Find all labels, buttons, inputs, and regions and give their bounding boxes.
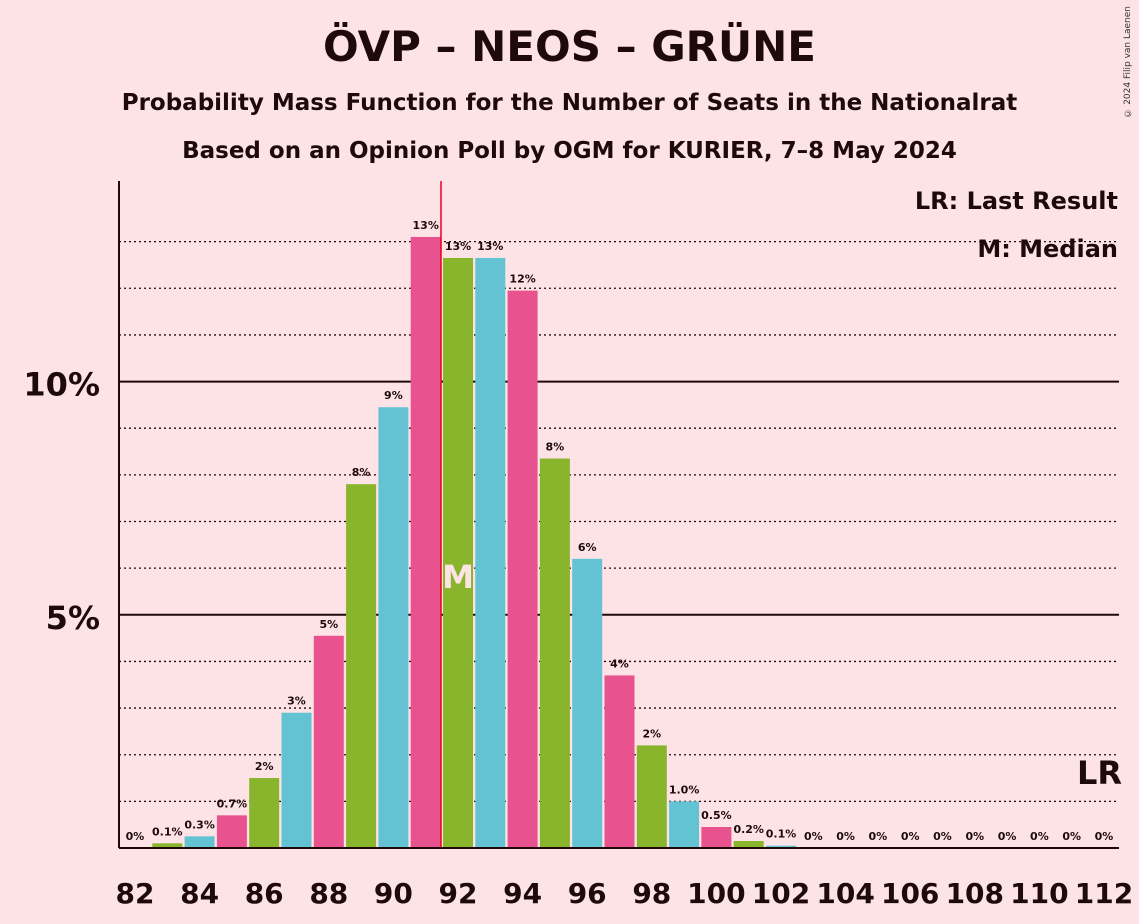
data-label-101: 0.2%: [733, 823, 764, 836]
x-tick-90: 90: [374, 877, 413, 910]
data-label-94: 12%: [509, 273, 535, 286]
data-label-99: 1.0%: [669, 783, 700, 796]
bar-100: [701, 827, 732, 848]
bar-92: [443, 257, 473, 848]
x-tick-88: 88: [309, 877, 348, 910]
data-label-97: 4%: [610, 657, 629, 670]
data-label-86: 2%: [255, 760, 274, 773]
last-result-label: LR: [1077, 754, 1122, 792]
x-tick-106: 106: [881, 877, 939, 910]
data-label-92: 13%: [445, 240, 471, 253]
bar-96: [572, 558, 603, 848]
data-label-103: 0%: [804, 830, 823, 843]
bars: [152, 236, 796, 848]
x-tick-98: 98: [632, 877, 671, 910]
bar-94: [507, 290, 538, 848]
data-label-100: 0.5%: [701, 809, 732, 822]
bar-85: [216, 815, 247, 848]
bar-101: [733, 841, 764, 848]
x-tick-94: 94: [503, 877, 542, 910]
data-label-107: 0%: [933, 830, 952, 843]
data-label-89: 8%: [352, 466, 371, 479]
bar-95: [539, 458, 570, 848]
x-tick-82: 82: [116, 877, 155, 910]
x-tick-100: 100: [687, 877, 745, 910]
data-label-91: 13%: [413, 219, 439, 232]
bar-86: [249, 778, 280, 848]
data-label-95: 8%: [546, 441, 565, 454]
bar-84: [184, 836, 215, 848]
chart-title: ÖVP – NEOS – GRÜNE: [323, 22, 816, 71]
y-tick-10: 10%: [23, 366, 100, 404]
x-tick-86: 86: [245, 877, 284, 910]
chart-subtitle-source: Based on an Opinion Poll by OGM for KURI…: [182, 138, 957, 164]
x-tick-108: 108: [946, 877, 1004, 910]
bar-88: [313, 635, 344, 848]
data-label-110: 0%: [1030, 830, 1049, 843]
data-label-82: 0%: [126, 830, 145, 843]
x-tick-84: 84: [180, 877, 219, 910]
bar-89: [346, 484, 377, 848]
data-label-109: 0%: [998, 830, 1017, 843]
data-label-111: 0%: [1062, 830, 1081, 843]
legend-median: M: Median: [977, 235, 1118, 263]
median-marker: M: [442, 558, 474, 596]
bar-90: [378, 407, 409, 848]
bar-99: [669, 801, 700, 848]
x-tick-112: 112: [1075, 877, 1133, 910]
y-tick-5: 5%: [46, 599, 100, 637]
x-tick-110: 110: [1010, 877, 1068, 910]
data-label-106: 0%: [901, 830, 920, 843]
data-label-102: 0.1%: [766, 828, 797, 841]
data-label-96: 6%: [578, 541, 597, 554]
data-label-87: 3%: [287, 695, 306, 708]
data-label-104: 0%: [836, 830, 855, 843]
bar-91: [410, 236, 441, 848]
x-tick-96: 96: [568, 877, 607, 910]
data-label-85: 0.7%: [217, 797, 248, 810]
legend: LR: Last Result M: Median: [915, 187, 1118, 263]
data-label-83: 0.1%: [152, 825, 183, 838]
data-label-98: 2%: [642, 727, 661, 740]
data-label-88: 5%: [319, 618, 338, 631]
data-label-90: 9%: [384, 389, 403, 402]
data-label-84: 0.3%: [184, 818, 215, 831]
data-labels: 0% 0.1%0.3%0.7%2%3%5%8%9%13%13% 13%12%8%6%…: [126, 219, 1114, 843]
bar-98: [636, 745, 667, 848]
data-label-112: 0%: [1095, 830, 1114, 843]
data-label-105: 0%: [869, 830, 888, 843]
data-label-93: 13%: [477, 240, 503, 253]
legend-last-result: LR: Last Result: [915, 187, 1118, 215]
chart-subtitle: Probability Mass Function for the Number…: [121, 90, 1018, 116]
bar-97: [604, 675, 635, 848]
bar-102: [766, 845, 796, 848]
bar-93: [475, 257, 506, 848]
axes: 82 84 86 88 90 92 94 96 98 100 102 104 106 108 110 112 5…: [23, 181, 1133, 910]
data-label-108: 0%: [965, 830, 984, 843]
x-tick-102: 102: [752, 877, 810, 910]
x-tick-104: 104: [816, 877, 874, 910]
bar-87: [281, 712, 312, 848]
x-tick-92: 92: [439, 877, 478, 910]
bar-83: [152, 843, 183, 848]
